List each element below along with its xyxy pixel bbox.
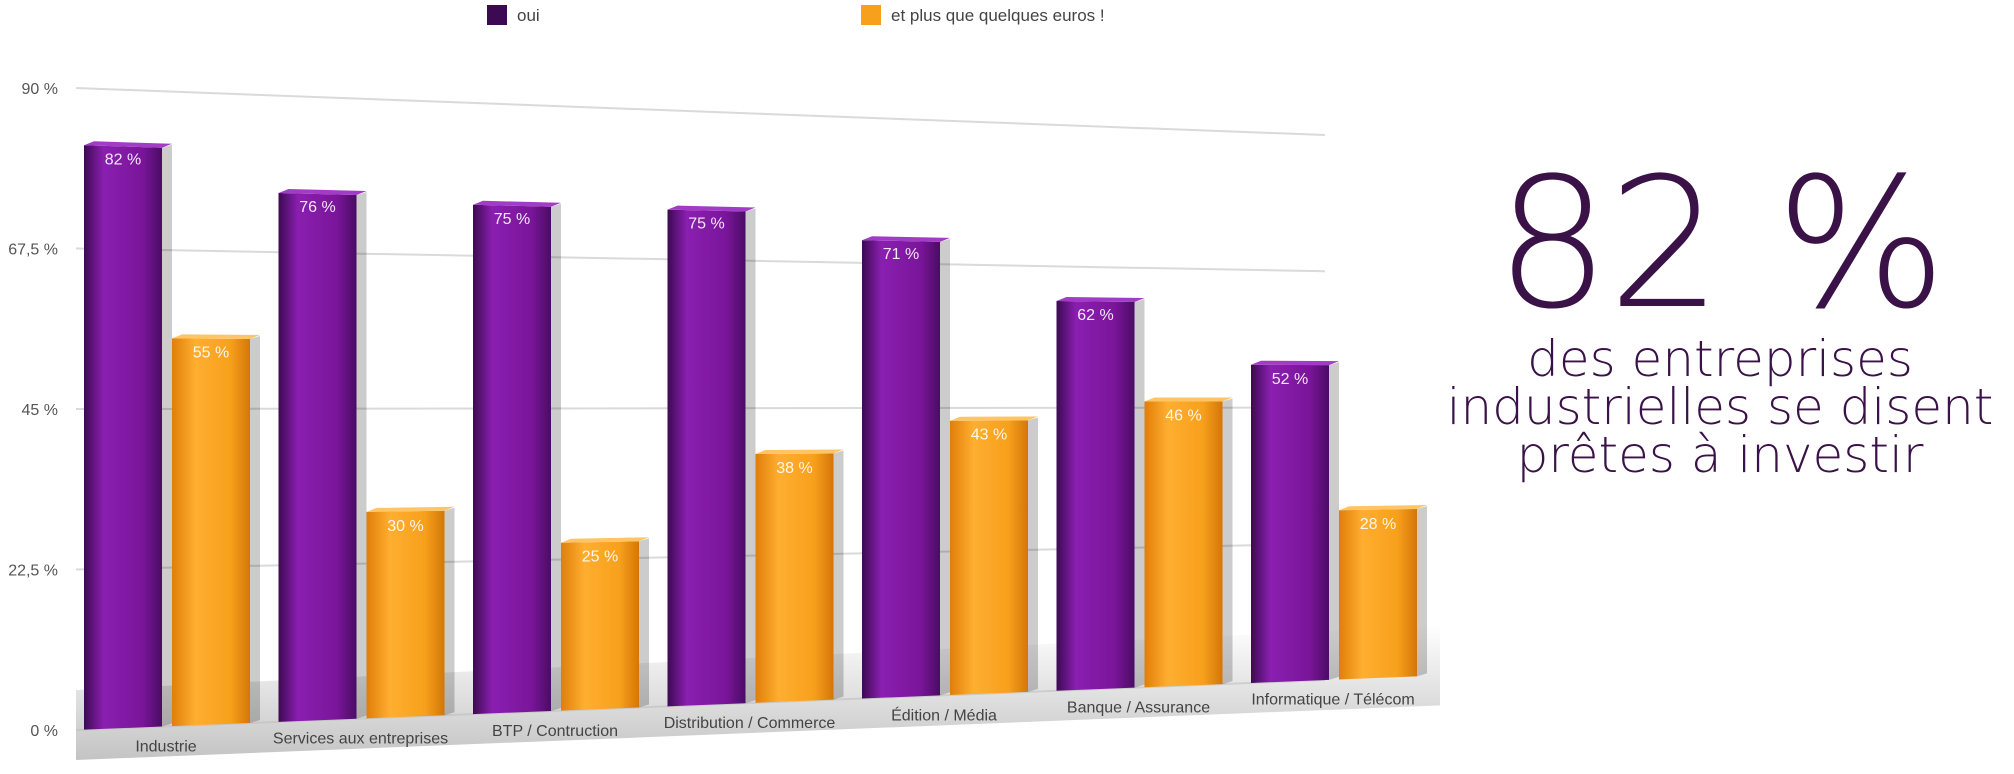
bar-oui-side bbox=[551, 203, 561, 711]
bar-oui-side bbox=[356, 192, 367, 719]
x-tick-label: Banque / Assurance bbox=[1067, 699, 1210, 716]
bar-oui-side bbox=[1134, 298, 1145, 688]
bar-plus-top bbox=[172, 334, 260, 339]
x-tick-label: Services aux entreprises bbox=[273, 731, 448, 748]
y-tick-label: 67,5 % bbox=[8, 242, 58, 259]
y-axis: 0 % 22,5 % 45 % 67,5 % 90 % bbox=[8, 81, 58, 740]
bar-oui-side bbox=[745, 208, 756, 704]
bar-plus-side bbox=[1028, 417, 1038, 692]
x-tick-label: BTP / Contruction bbox=[492, 723, 618, 740]
bar-oui-top bbox=[84, 141, 172, 148]
bar-plus-top bbox=[561, 537, 649, 543]
callout-line-1: des entreprises bbox=[1527, 330, 1913, 388]
bar-oui-value-label: 75 % bbox=[494, 211, 530, 228]
x-tick-label: Édition / Média bbox=[891, 705, 997, 724]
bar-oui-value-label: 62 % bbox=[1077, 307, 1113, 324]
bar-plus-top bbox=[950, 416, 1038, 421]
bar-oui bbox=[862, 240, 940, 699]
gridline bbox=[75, 87, 1326, 136]
bar-plus-value-label: 46 % bbox=[1165, 408, 1201, 425]
callout-line-2: industrielles se disent bbox=[1446, 378, 1994, 436]
bars: 82 % 55 % 76 % 30 % 75 % 25 % 75 % 38 % 71 % 43 %… bbox=[84, 141, 1427, 730]
bar-oui bbox=[1251, 364, 1329, 683]
bar-plus bbox=[755, 453, 834, 703]
legend-swatch-oui bbox=[487, 5, 507, 25]
bar-oui-side bbox=[162, 144, 172, 727]
legend: oui et plus que quelques euros ! bbox=[487, 5, 1105, 25]
bar-plus bbox=[366, 510, 445, 719]
bar-oui-side bbox=[940, 238, 950, 696]
bar-oui-value-label: 75 % bbox=[688, 216, 724, 233]
bar-oui-value-label: 76 % bbox=[299, 199, 335, 216]
x-axis: Industrie Services aux entreprises BTP / C… bbox=[135, 692, 1414, 756]
bar-plus-top bbox=[366, 506, 455, 512]
bar-plus-top bbox=[1339, 504, 1427, 511]
legend-swatch-plus bbox=[861, 5, 881, 25]
bar-plus-value-label: 28 % bbox=[1360, 516, 1396, 533]
bar-plus bbox=[1339, 508, 1417, 680]
y-tick-label: 45 % bbox=[22, 402, 58, 419]
x-tick-label: Industrie bbox=[135, 738, 196, 755]
bar-plus-value-label: 30 % bbox=[387, 518, 423, 535]
bar-oui-value-label: 52 % bbox=[1272, 371, 1308, 388]
bar-plus-side bbox=[444, 507, 455, 716]
bar-oui bbox=[84, 145, 162, 730]
bar-chart: oui et plus que quelques euros ! 0 % 22,5… bbox=[8, 5, 1440, 760]
bar-oui-top bbox=[667, 205, 756, 212]
bar-plus bbox=[561, 541, 639, 711]
x-tick-label: Informatique / Télécom bbox=[1251, 692, 1414, 709]
y-tick-label: 0 % bbox=[30, 723, 58, 740]
bar-plus bbox=[1144, 401, 1223, 688]
bar-oui-top bbox=[1251, 360, 1339, 366]
bar-oui-value-label: 82 % bbox=[105, 151, 141, 168]
bar-plus-value-label: 38 % bbox=[776, 460, 812, 477]
bar-plus-side bbox=[639, 538, 649, 708]
bar-plus-side bbox=[1222, 398, 1233, 685]
bar-oui bbox=[278, 193, 357, 722]
bar-plus-value-label: 43 % bbox=[971, 427, 1007, 444]
bar-oui-top bbox=[278, 189, 367, 196]
legend-label-plus: et plus que quelques euros ! bbox=[891, 6, 1105, 25]
bar-oui-value-label: 71 % bbox=[883, 246, 919, 263]
bar-plus bbox=[172, 338, 250, 727]
bar-plus-side bbox=[250, 335, 260, 724]
legend-label-oui: oui bbox=[517, 6, 540, 25]
bar-plus-value-label: 25 % bbox=[582, 549, 618, 566]
y-tick-label: 22,5 % bbox=[8, 563, 58, 580]
bar-oui-side bbox=[1329, 362, 1339, 680]
bar-plus-top bbox=[1144, 397, 1233, 402]
callout-line-3: prêtes à investir bbox=[1516, 426, 1924, 484]
bar-plus-top bbox=[755, 449, 844, 455]
bar-plus-value-label: 55 % bbox=[193, 344, 229, 361]
bar-plus-side bbox=[833, 450, 844, 700]
bar-oui-top bbox=[1056, 296, 1145, 302]
bar-plus-side bbox=[1417, 505, 1427, 677]
highlight-callout: 82 % des entreprises industrielles se di… bbox=[1440, 140, 2000, 485]
bar-oui-top bbox=[862, 236, 950, 242]
x-tick-label: Distribution / Commerce bbox=[664, 715, 836, 732]
bar-oui bbox=[667, 209, 746, 707]
callout-value: 82 % bbox=[1495, 140, 1946, 349]
y-tick-label: 90 % bbox=[22, 81, 58, 98]
bar-oui-top bbox=[473, 200, 561, 207]
bar-plus bbox=[950, 420, 1028, 696]
bar-oui bbox=[473, 204, 551, 715]
bar-oui bbox=[1056, 300, 1135, 691]
